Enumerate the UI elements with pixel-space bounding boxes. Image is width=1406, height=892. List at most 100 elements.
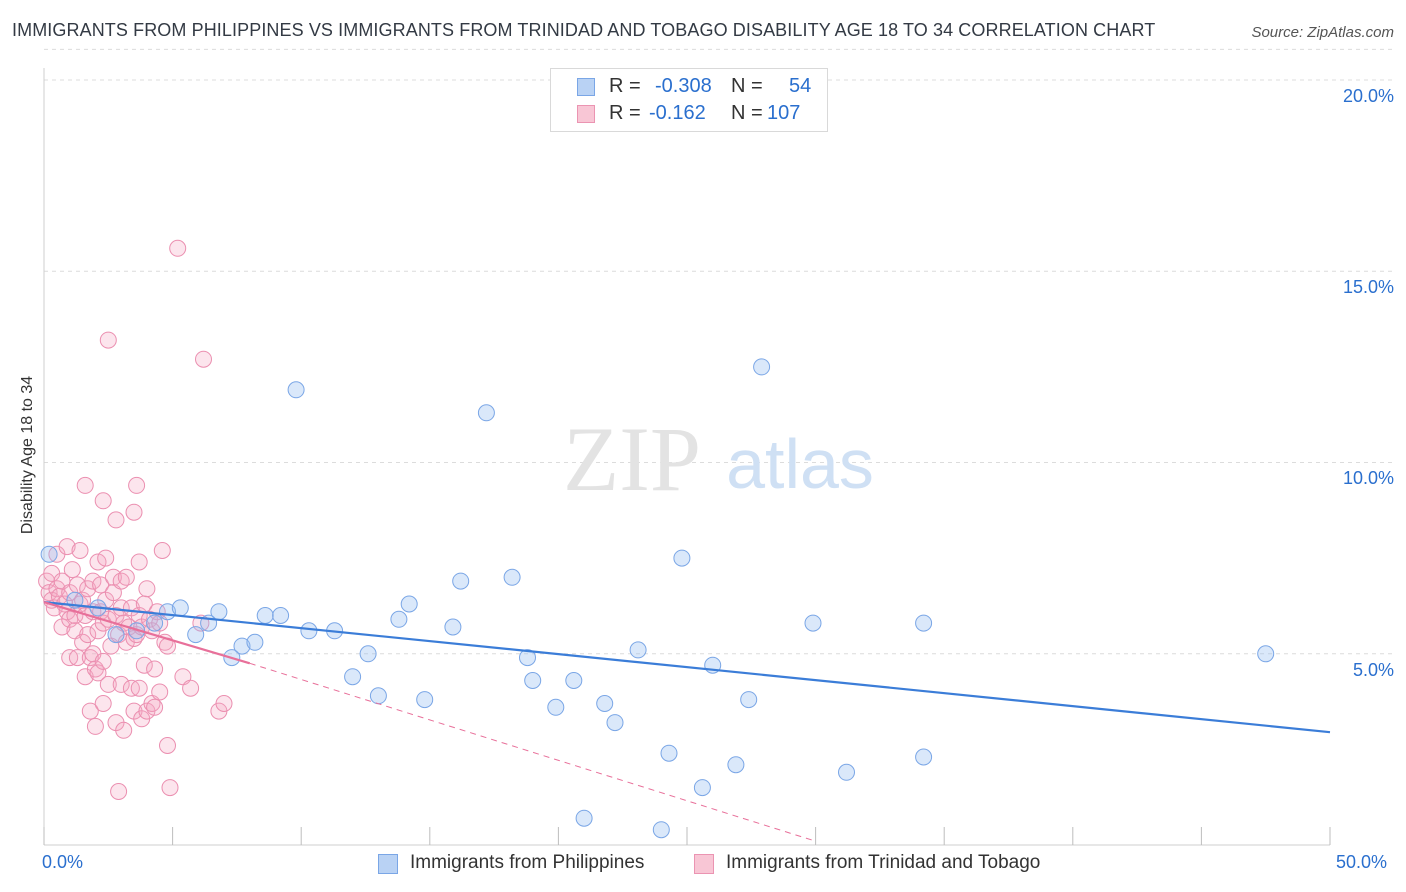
point-philippines (452, 572, 470, 590)
point-philippines (804, 614, 822, 632)
point-philippines (652, 821, 670, 839)
point-trinidad (92, 576, 110, 594)
chart-title: IMMIGRANTS FROM PHILIPPINES VS IMMIGRANT… (12, 20, 1156, 40)
legend-swatch-blue (378, 854, 398, 874)
point-trinidad (125, 503, 143, 521)
point-trinidad (104, 568, 122, 586)
point-philippines (272, 607, 290, 624)
legend-r-label: R = (609, 102, 641, 124)
point-philippines (477, 404, 495, 422)
point-philippines (727, 756, 745, 774)
point-philippines (210, 603, 228, 621)
point-trinidad (63, 561, 81, 579)
legend-r-value: -0.308 (655, 75, 712, 97)
point-trinidad (146, 660, 164, 678)
point-philippines (673, 549, 691, 567)
point-philippines (416, 691, 434, 709)
x-tick-label: 50.0% (1336, 852, 1388, 872)
point-philippines (246, 633, 264, 651)
point-philippines (660, 744, 678, 762)
point-philippines (915, 614, 933, 632)
point-philippines (838, 763, 855, 781)
legend-n-value: 107 (767, 102, 801, 124)
point-trinidad (94, 652, 112, 670)
y-tick-label: 10.0% (1342, 468, 1394, 488)
point-trinidad (159, 737, 176, 754)
x-tick-label: 0.0% (42, 852, 84, 872)
point-trinidad (161, 779, 179, 797)
point-philippines (187, 626, 205, 644)
legend-series-label: Immigrants from Trinidad and Tobago (726, 852, 1041, 873)
point-trinidad (138, 580, 156, 598)
point-trinidad (110, 783, 128, 800)
y-tick-label: 15.0% (1342, 277, 1394, 297)
trend-line-trinidad (43, 601, 251, 665)
point-trinidad (107, 511, 125, 529)
point-trinidad (71, 542, 89, 559)
watermark: ZIP atlas (563, 408, 874, 510)
point-trinidad (76, 476, 94, 494)
legend-series-label: Immigrants from Philippines (410, 852, 645, 873)
watermark-atlas: atlas (726, 425, 874, 503)
point-trinidad (153, 542, 171, 559)
point-philippines (300, 622, 318, 640)
point-trinidad (169, 239, 187, 257)
point-trinidad (182, 679, 200, 697)
point-trinidad (79, 626, 97, 644)
point-trinidad (89, 553, 107, 571)
point-trinidad (215, 695, 233, 712)
point-philippines (1257, 645, 1275, 663)
point-trinidad (151, 683, 169, 701)
point-philippines (629, 641, 647, 659)
trend-line-philippines (43, 601, 1331, 734)
point-trinidad (58, 538, 76, 556)
point-philippines (344, 668, 362, 686)
point-trinidad (81, 702, 99, 720)
y-tick-label: 20.0% (1342, 86, 1394, 106)
point-trinidad (115, 721, 133, 739)
y-axis-title: Disability Age 18 to 34 (19, 375, 36, 535)
point-trinidad (112, 675, 130, 693)
point-philippines (519, 649, 536, 667)
point-philippines (233, 637, 251, 655)
grid-lines (44, 48, 1392, 655)
legend-swatch-pink (694, 854, 714, 874)
correlation-legend: R = -0.308 N = 54 R = -0.162 N = 107 (550, 68, 828, 132)
point-trinidad (130, 553, 148, 571)
point-philippines (256, 607, 274, 624)
point-philippines (524, 672, 542, 689)
point-trinidad (97, 549, 115, 567)
point-philippines (693, 779, 711, 797)
point-philippines (753, 358, 771, 376)
point-philippines (40, 545, 58, 563)
point-philippines (369, 687, 387, 705)
point-philippines (503, 568, 521, 586)
point-trinidad (146, 698, 164, 716)
point-philippines (171, 599, 189, 617)
trend-line-trinidad-extrapolated (249, 662, 816, 842)
point-philippines (107, 626, 125, 644)
point-philippines (575, 809, 593, 827)
point-philippines (400, 595, 418, 613)
legend-swatch-pink (577, 105, 595, 123)
point-philippines (146, 614, 164, 632)
point-trinidad (135, 656, 153, 674)
point-philippines (740, 691, 758, 709)
legend-n-value: 54 (789, 75, 812, 97)
point-philippines (444, 618, 462, 636)
point-trinidad (128, 476, 146, 494)
legend-n-label: N = (731, 75, 763, 97)
legend-r-label: R = (609, 75, 641, 97)
y-tick-label: 5.0% (1352, 660, 1394, 680)
trend-lines (43, 601, 1331, 842)
source-label: Source: ZipAtlas.com (1251, 24, 1394, 41)
legend-r-value: -0.162 (649, 102, 706, 124)
point-philippines (565, 672, 583, 689)
point-trinidad (99, 675, 117, 693)
watermark-zip: ZIP (563, 408, 701, 510)
legend-n-label: N = (731, 102, 763, 124)
point-trinidad (195, 350, 212, 368)
point-trinidad (99, 331, 117, 349)
point-trinidad (117, 568, 135, 586)
